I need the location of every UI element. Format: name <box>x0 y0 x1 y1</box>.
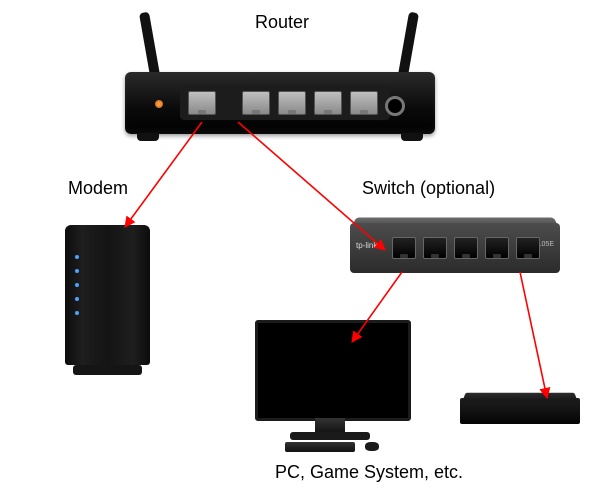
modem-leds-icon <box>75 255 79 315</box>
router-led-icon <box>155 100 163 108</box>
router-wan-port-icon <box>188 91 216 115</box>
switch-port-icon <box>485 237 509 259</box>
device-switch: tp-link TL-SG105E <box>350 223 560 278</box>
label-router: Router <box>255 12 309 33</box>
switch-brand: tp-link <box>356 241 377 250</box>
router-lan-port-icon <box>314 91 342 115</box>
label-switch: Switch (optional) <box>362 178 495 199</box>
label-clients: PC, Game System, etc. <box>275 462 463 483</box>
router-ports <box>180 86 390 120</box>
switch-port-icon <box>392 237 416 259</box>
device-router <box>125 42 435 137</box>
pc-keyboard-icon <box>285 442 355 452</box>
router-power-jack-icon <box>385 96 405 116</box>
connection-arrow <box>520 272 547 398</box>
router-lan-port-icon <box>242 91 270 115</box>
pc-monitor-icon <box>255 320 411 421</box>
device-pc <box>255 320 405 450</box>
switch-port-icon <box>454 237 478 259</box>
device-console <box>460 398 580 434</box>
router-lan-port-icon <box>350 91 378 115</box>
switch-ports <box>392 237 540 259</box>
label-modem: Modem <box>68 178 128 199</box>
switch-port-icon <box>516 237 540 259</box>
device-modem <box>65 225 150 370</box>
pc-mouse-icon <box>365 442 379 451</box>
switch-port-icon <box>423 237 447 259</box>
router-lan-port-icon <box>278 91 306 115</box>
network-diagram: Router Modem Switch (optional) PC, Game … <box>0 0 600 500</box>
